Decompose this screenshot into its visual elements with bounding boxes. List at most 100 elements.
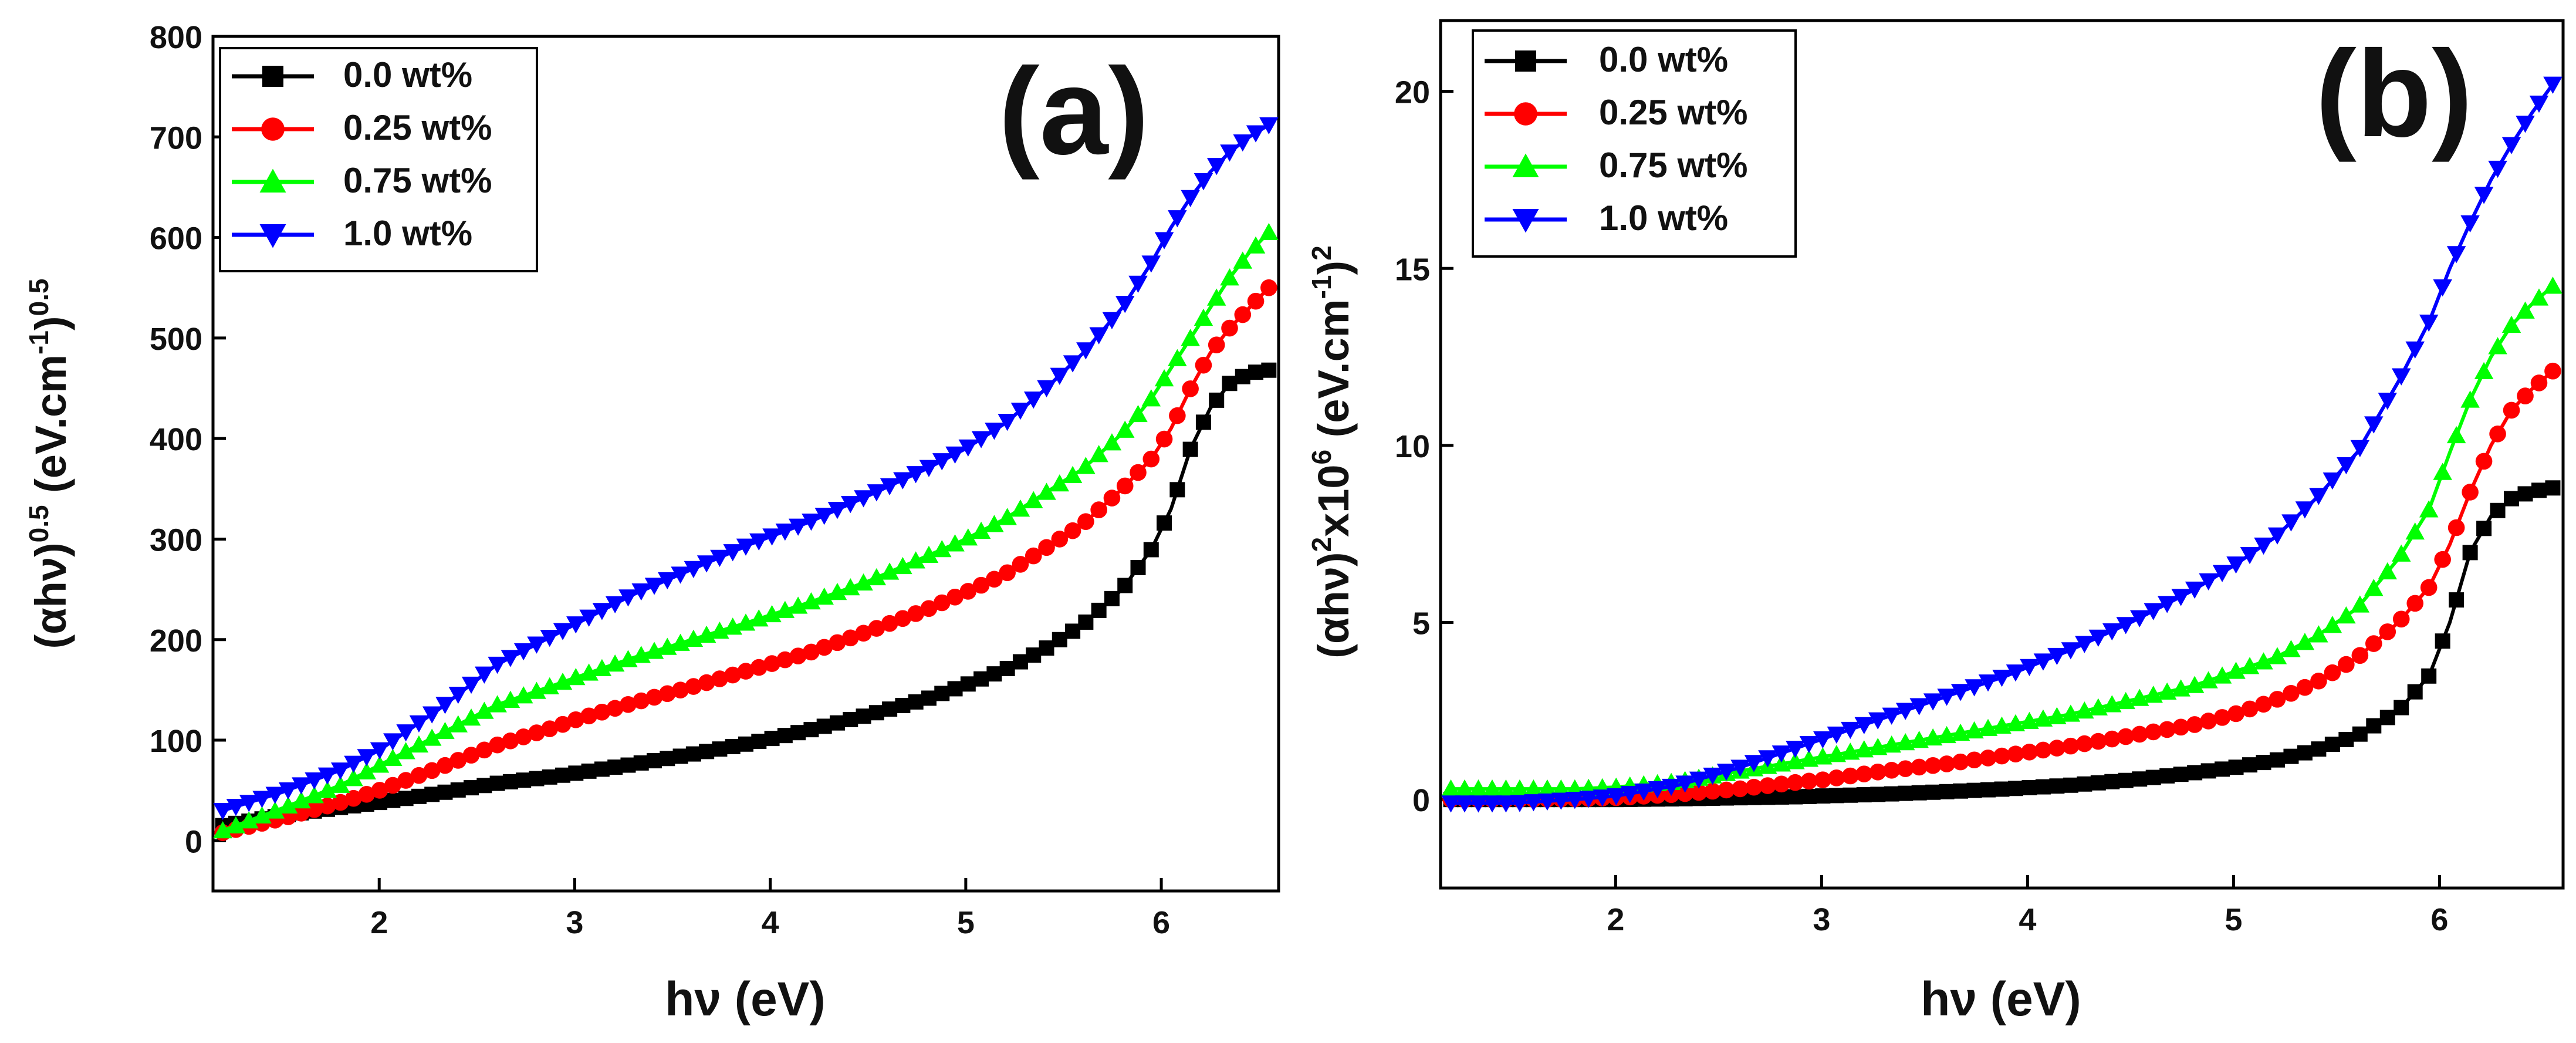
series-point-b-3-40	[1992, 670, 2012, 687]
series-point-a-1-56	[946, 588, 964, 606]
series-point-b-3-44	[2047, 647, 2067, 666]
series-point-a-2-58	[971, 521, 991, 539]
series-point-b-0-63	[2311, 741, 2327, 757]
series-point-b-2-4	[1496, 779, 1516, 797]
y-tick-label-a-3: 300	[150, 522, 202, 558]
series-point-b-1-20	[1718, 781, 1735, 799]
series-point-a-0-51	[882, 701, 898, 717]
series-point-a-0-80	[1261, 362, 1277, 378]
series-point-a-0-53	[908, 694, 924, 710]
series-point-b-1-30	[1855, 765, 1873, 782]
series-point-b-2-73	[2446, 426, 2466, 444]
x-tick-label-b-2: 4	[2019, 902, 2036, 937]
series-point-a-1-37	[698, 674, 715, 691]
series-point-a-2-26	[553, 672, 573, 690]
series-point-b-2-36	[1937, 725, 1956, 744]
series-point-b-1-17	[1676, 785, 1693, 802]
series-point-a-0-67	[1091, 602, 1107, 618]
series-point-b-2-32	[1882, 735, 1901, 753]
series-point-a-3-55	[932, 453, 952, 471]
series-point-a-2-72	[1154, 369, 1174, 387]
series-point-b-1-54	[2186, 716, 2203, 733]
series-point-b-3-8	[1551, 792, 1571, 810]
series-point-a-0-36	[685, 746, 701, 762]
series-point-a-1-10	[345, 789, 362, 807]
series-point-b-1-23	[1759, 777, 1776, 794]
series-point-a-1-45	[803, 643, 820, 661]
series-point-a-2-15	[409, 735, 429, 753]
series-point-a-0-34	[660, 751, 675, 767]
series-point-b-3-21	[1730, 760, 1750, 777]
series-point-a-2-2	[239, 811, 259, 829]
series-point-a-2-27	[566, 667, 586, 686]
series-point-b-1-77	[2503, 401, 2520, 419]
series-point-a-2-76	[1206, 288, 1226, 306]
series-point-a-1-7	[306, 801, 323, 818]
series-point-a-3-45	[802, 513, 821, 531]
series-point-b-2-66	[2350, 595, 2370, 613]
series-point-b-1-79	[2530, 374, 2548, 391]
x-tick-label-b-3: 5	[2225, 902, 2242, 937]
series-point-b-3-11	[1593, 789, 1612, 807]
series-point-b-0-59	[2256, 755, 2271, 771]
series-point-a-0-72	[1157, 515, 1172, 531]
series-point-a-3-28	[579, 609, 599, 627]
series-point-b-0-29	[1843, 787, 1858, 803]
series-point-b-3-56	[2212, 565, 2232, 582]
x-axis-title-b: hν (eV)	[1921, 973, 2081, 1026]
series-point-b-3-45	[2061, 642, 2081, 660]
series-point-a-3-79	[1246, 125, 1266, 143]
series-point-a-1-16	[423, 762, 441, 779]
series-point-a-2-3	[252, 806, 272, 824]
series-point-a-3-41	[749, 533, 769, 551]
series-point-b-1-25	[1787, 774, 1804, 791]
series-point-b-3-24	[1772, 745, 1791, 763]
series-point-b-3-33	[1895, 703, 1915, 720]
series-point-a-1-43	[776, 651, 794, 669]
series-point-b-0-60	[2269, 752, 2285, 768]
series-point-a-2-20	[475, 701, 494, 719]
series-point-a-1-71	[1142, 450, 1160, 468]
panel-label-b: (b)	[2315, 25, 2473, 163]
axis-ticks-a	[213, 35, 1163, 891]
series-point-a-0-33	[647, 753, 662, 769]
series-point-b-2-80	[2543, 276, 2563, 294]
series-point-a-2-44	[788, 596, 808, 614]
series-point-b-3-10	[1579, 791, 1598, 808]
series-point-a-0-25	[542, 769, 557, 785]
series-point-a-1-40	[737, 663, 755, 680]
series-point-a-1-32	[633, 692, 650, 710]
series-point-a-1-68	[1103, 490, 1121, 507]
series-point-a-1-38	[711, 670, 728, 687]
series-point-b-0-39	[1980, 782, 1996, 798]
series-point-a-3-48	[841, 496, 860, 514]
series-point-b-3-69	[2391, 368, 2411, 386]
series-point-a-3-62	[1023, 391, 1043, 409]
series-point-b-3-9	[1565, 792, 1585, 809]
legend-b: 0.0 wt% 0.25 wt% 0.75 wt% 1.0 wt%	[1472, 29, 1797, 258]
series-point-a-1-73	[1169, 407, 1186, 424]
series-point-b-3-6	[1524, 794, 1543, 812]
series-point-a-1-52	[894, 610, 911, 627]
series-point-b-3-53	[2171, 589, 2190, 606]
series-point-a-1-11	[358, 786, 376, 803]
series-point-b-0-77	[2504, 491, 2520, 507]
series-point-a-2-4	[265, 801, 285, 819]
series-point-b-0-64	[2324, 737, 2340, 752]
series-point-b-0-34	[1911, 785, 1927, 801]
series-point-b-3-67	[2364, 416, 2384, 434]
series-point-a-3-1	[226, 799, 246, 816]
series-point-a-3-65	[1063, 355, 1083, 373]
series-point-a-1-54	[920, 600, 938, 617]
series-point-b-2-60	[2267, 647, 2287, 664]
series-point-a-2-79	[1246, 236, 1266, 254]
series-point-b-3-34	[1909, 698, 1929, 715]
series-point-a-1-33	[645, 688, 663, 706]
series-point-b-3-65	[2337, 457, 2356, 475]
series-point-b-2-2	[1469, 779, 1488, 797]
series-point-b-3-19	[1703, 767, 1722, 785]
series-point-b-1-64	[2324, 664, 2341, 681]
series-point-a-2-59	[985, 515, 1004, 532]
series-point-b-3-58	[2240, 547, 2260, 565]
series-point-a-2-49	[854, 573, 873, 591]
